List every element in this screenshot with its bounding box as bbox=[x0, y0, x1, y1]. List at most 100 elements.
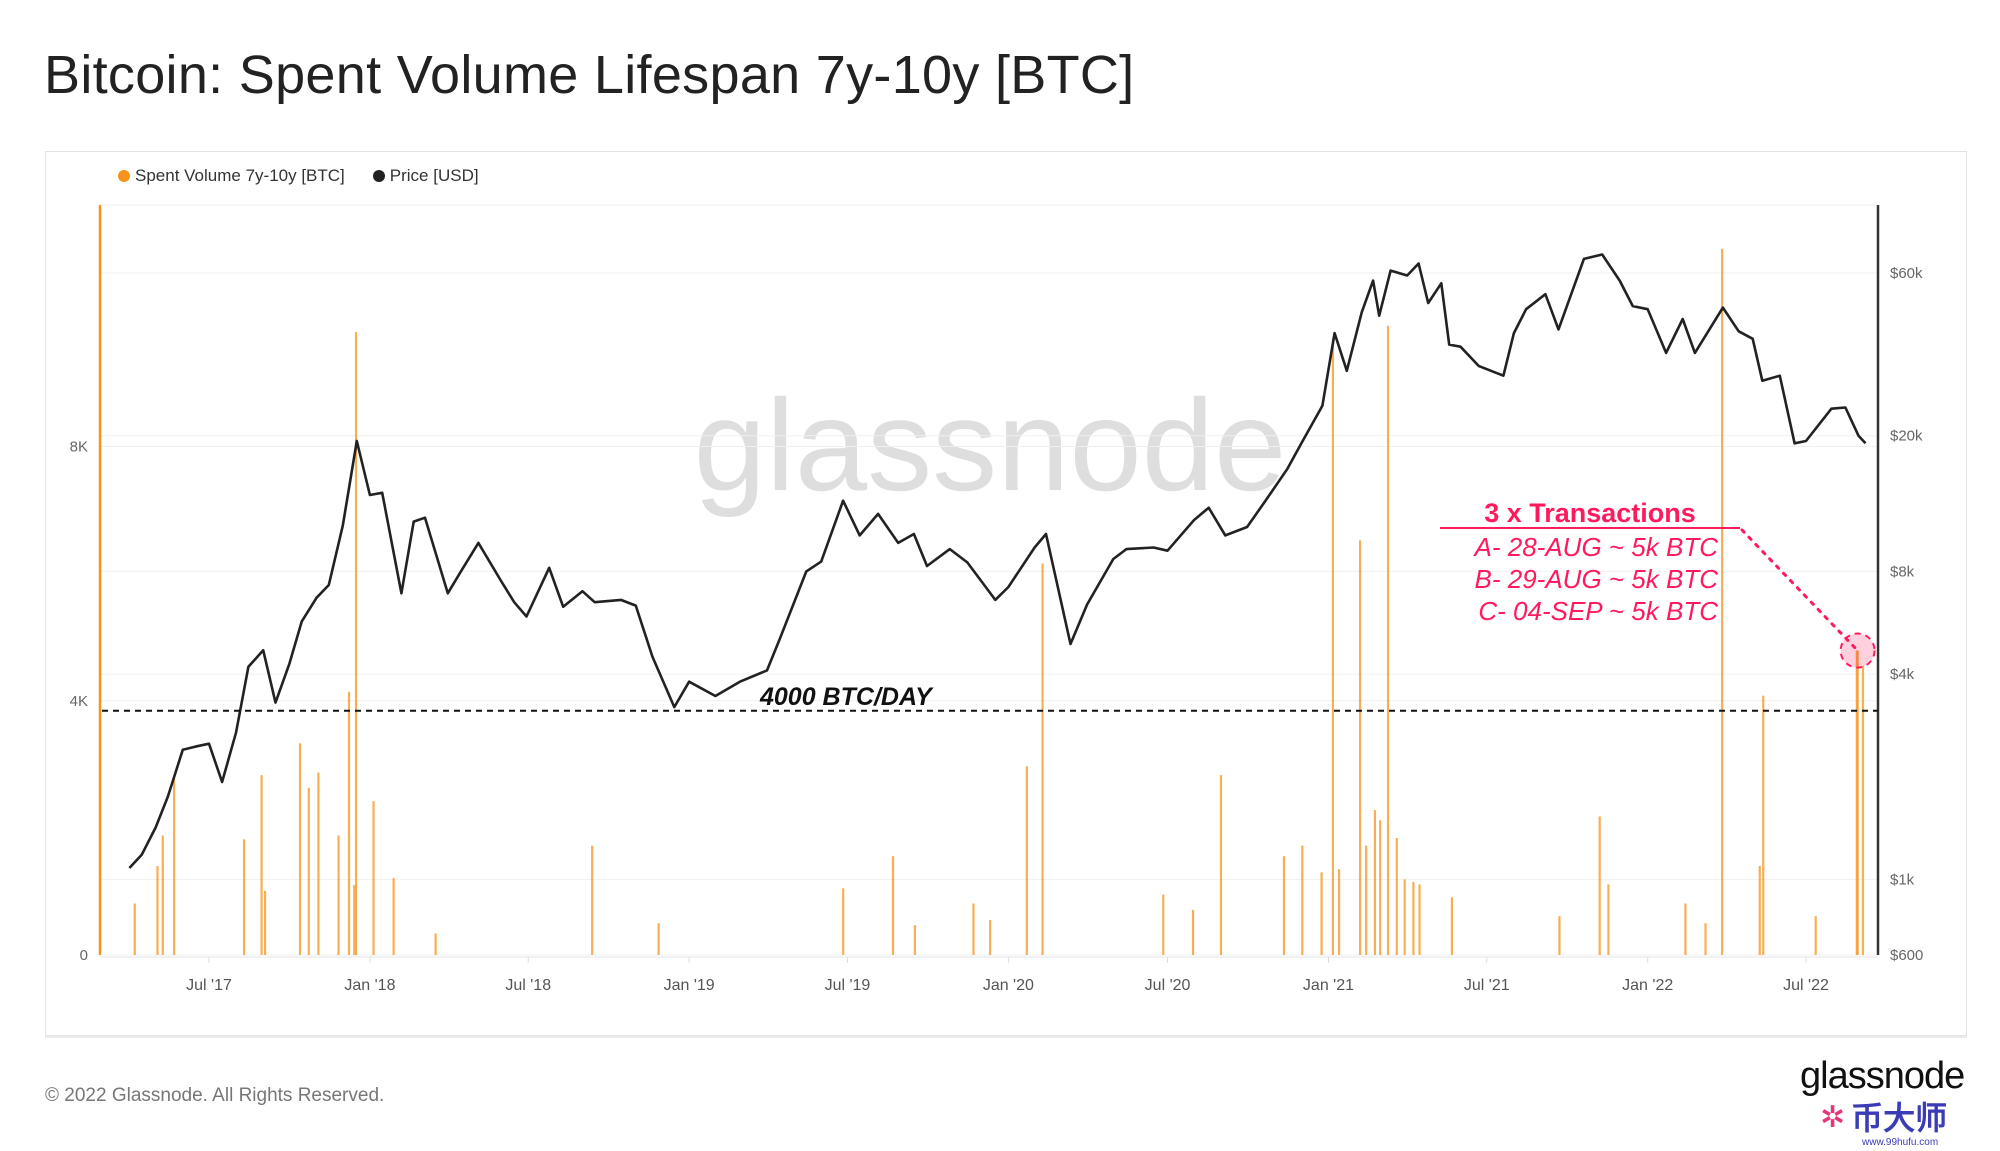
chart-frame bbox=[45, 151, 1967, 1036]
volume-bar bbox=[298, 743, 302, 955]
volume-bar bbox=[1358, 540, 1362, 955]
legend-item-volume[interactable]: Spent Volume 7y-10y [BTC] bbox=[118, 166, 345, 186]
legend: Spent Volume 7y-10y [BTC] Price [USD] bbox=[118, 166, 479, 186]
volume-bar bbox=[1412, 881, 1415, 955]
volume-bar bbox=[392, 878, 395, 955]
x-tick-label: Jul '18 bbox=[505, 977, 551, 994]
volume-bar bbox=[354, 332, 358, 955]
volume-bar bbox=[260, 775, 263, 955]
volume-bar bbox=[1025, 766, 1028, 955]
watermark: glassnode bbox=[694, 372, 1287, 518]
volume-bar bbox=[1320, 872, 1323, 955]
volume-bar bbox=[1337, 869, 1341, 955]
annotation-line: A- 28-AUG ~ 5k BTC bbox=[1473, 532, 1719, 562]
volume-bar bbox=[1041, 563, 1044, 955]
x-tick-label: Jul '22 bbox=[1783, 977, 1829, 994]
volume-bar bbox=[372, 801, 375, 955]
volume-bar bbox=[657, 923, 660, 955]
volume-bar bbox=[1450, 897, 1453, 955]
volume-bar bbox=[842, 888, 845, 955]
volume-bar bbox=[1162, 894, 1165, 955]
annotation-line: C- 04-SEP ~ 5k BTC bbox=[1478, 596, 1718, 626]
price-line bbox=[128, 253, 1867, 869]
corner-watermark-url: www.99hufu.com bbox=[1862, 1137, 1939, 1148]
volume-bar bbox=[1373, 810, 1377, 955]
reference-line-label: 4000 BTC/DAY bbox=[759, 683, 934, 711]
annotation-title: 3 x Transactions bbox=[1484, 498, 1696, 528]
y-left-tick-label: 8K bbox=[70, 439, 88, 456]
volume-bar bbox=[1856, 650, 1859, 955]
volume-bar bbox=[1219, 775, 1223, 955]
legend-item-price[interactable]: Price [USD] bbox=[372, 166, 479, 186]
y-right-tick-label: $4k bbox=[1890, 666, 1915, 683]
volume-bar bbox=[1558, 916, 1561, 955]
legend-label-volume: Spent Volume 7y-10y [BTC] bbox=[135, 166, 345, 185]
volume-bar bbox=[1684, 903, 1687, 955]
x-tick-label: Jul '19 bbox=[825, 977, 871, 994]
volume-bar bbox=[1191, 909, 1195, 955]
volume-bar bbox=[434, 933, 437, 955]
x-tick-label: Jul '17 bbox=[186, 977, 232, 994]
y-right-tick-label: $1k bbox=[1890, 871, 1915, 888]
volume-bar bbox=[891, 856, 895, 955]
corner-watermark-text: 币大师 bbox=[1851, 1100, 1948, 1136]
volume-bar bbox=[972, 903, 975, 955]
volume-bar bbox=[1861, 665, 1865, 955]
glassnode-logo: glassnode bbox=[1800, 1055, 1965, 1097]
volume-bar bbox=[317, 772, 320, 955]
annotation-highlight-circle bbox=[1839, 632, 1876, 669]
volume-bar bbox=[1721, 248, 1724, 955]
y-right-tick-label: $20k bbox=[1890, 428, 1923, 445]
page-title: Bitcoin: Spent Volume Lifespan 7y-10y [B… bbox=[44, 45, 1135, 105]
volume-bar bbox=[1379, 820, 1382, 955]
volume-bar bbox=[1331, 338, 1335, 955]
volume-bar bbox=[1704, 923, 1707, 955]
volume-bar bbox=[242, 839, 246, 955]
legend-dot-price bbox=[372, 170, 385, 182]
volume-bar bbox=[263, 890, 267, 955]
volume-bar bbox=[1282, 856, 1286, 955]
x-tick-label: Jul '21 bbox=[1464, 977, 1510, 994]
x-tick-label: Jan '18 bbox=[344, 977, 395, 994]
y-right-tick-label: $8k bbox=[1890, 563, 1915, 580]
y-left-tick-label: 4K bbox=[70, 693, 88, 710]
volume-bar bbox=[353, 885, 356, 955]
x-tick-label: Jan '19 bbox=[664, 977, 715, 994]
y-right-tick-label: $600 bbox=[1890, 947, 1923, 964]
volume-bar bbox=[1762, 695, 1765, 955]
volume-bar bbox=[161, 835, 164, 955]
volume-bar bbox=[591, 845, 594, 955]
volume-bar bbox=[1607, 884, 1610, 955]
volume-bar bbox=[1301, 845, 1304, 955]
x-tick-label: Jan '22 bbox=[1622, 977, 1673, 994]
flower-icon: ✲ bbox=[1820, 1101, 1846, 1134]
x-tick-label: Jul '20 bbox=[1145, 977, 1191, 994]
volume-bar bbox=[1386, 325, 1390, 956]
annotation-line: B- 29-AUG ~ 5k BTC bbox=[1475, 564, 1719, 594]
annotation-pointer bbox=[1740, 528, 1860, 653]
volume-bar bbox=[989, 920, 992, 955]
volume-bar bbox=[1395, 838, 1398, 955]
y-right-tick-label: $60k bbox=[1890, 265, 1923, 282]
volume-bar bbox=[173, 778, 176, 955]
volume-bar bbox=[1758, 866, 1761, 955]
volume-bar bbox=[1403, 879, 1406, 955]
volume-bar bbox=[307, 787, 310, 955]
volume-bar bbox=[337, 835, 340, 955]
volume-bar bbox=[1598, 816, 1601, 955]
volume-bar bbox=[913, 925, 916, 955]
corner-watermark-logo: ✲ 币大师 bbox=[1820, 1100, 1947, 1136]
volume-bar bbox=[1365, 845, 1368, 955]
volume-bar bbox=[156, 866, 159, 955]
volume-bar bbox=[1814, 916, 1817, 955]
volume-bar bbox=[1418, 884, 1421, 955]
x-tick-label: Jan '21 bbox=[1303, 977, 1354, 994]
copyright: © 2022 Glassnode. All Rights Reserved. bbox=[45, 1085, 385, 1106]
legend-label-price: Price [USD] bbox=[389, 166, 479, 185]
volume-bar bbox=[133, 903, 136, 955]
legend-dot-volume bbox=[118, 170, 130, 182]
volume-bar bbox=[347, 691, 351, 955]
y-left-tick-label: 0 bbox=[80, 947, 88, 964]
x-tick-label: Jan '20 bbox=[983, 977, 1034, 994]
